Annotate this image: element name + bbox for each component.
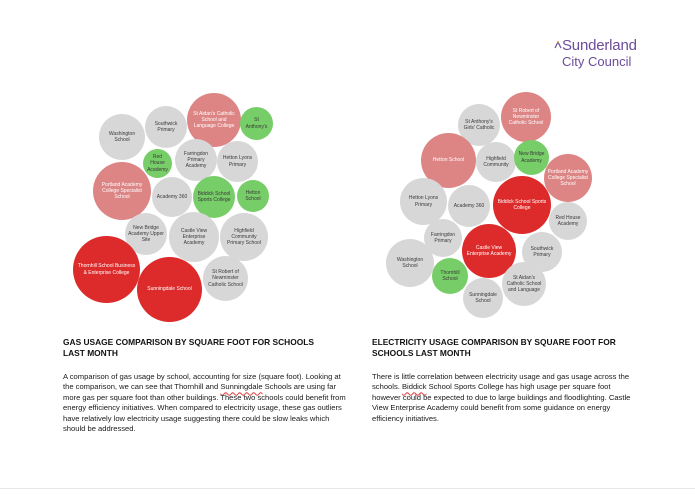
page-bottom-edge bbox=[0, 488, 695, 489]
logo-line2: City Council bbox=[562, 54, 632, 69]
electricity-bubble: Farringdon Primary bbox=[424, 219, 462, 257]
electricity-paragraph: There is little correlation between elec… bbox=[372, 372, 637, 424]
gas-bubble: Biddick School Sports College bbox=[193, 176, 235, 218]
electricity-bubble: Sunningdale School bbox=[463, 278, 503, 318]
gas-bubble: St Anthony's bbox=[240, 107, 273, 140]
logo-line1: Sunderland bbox=[562, 37, 637, 54]
gas-heading: GAS USAGE COMPARISON BY SQUARE FOOT FOR … bbox=[63, 337, 314, 358]
gas-paragraph-part: Schools are using far more gas per squar… bbox=[63, 382, 346, 434]
gas-bubble: Academy 360 bbox=[152, 177, 192, 217]
gas-bubble: Washington School bbox=[99, 114, 145, 160]
electricity-bubble: Biddick School Sports College bbox=[493, 176, 551, 234]
electricity-bubble: New Bridge Academy bbox=[514, 140, 549, 175]
gas-bubble: St Robert of Newminster Catholic School bbox=[203, 256, 248, 301]
gas-bubble: Portland Academy College Specialist Scho… bbox=[93, 162, 151, 220]
council-crest-icon bbox=[554, 40, 562, 49]
council-logo: Sunderland City Council bbox=[554, 37, 672, 69]
electricity-paragraph-spellcheck-word: Biddick bbox=[401, 382, 427, 392]
electricity-bubble: Portland Academy College Specialist Scho… bbox=[544, 154, 592, 202]
electricity-bubble: St Aidan's Catholic School and Language bbox=[502, 262, 546, 306]
electricity-paragraph-part: There is little correlation between elec… bbox=[372, 372, 630, 392]
electricity-bubble: Academy 360 bbox=[448, 185, 490, 227]
gas-bubble: St Aidan's Catholic School and Language … bbox=[187, 93, 241, 147]
gas-bubble: Hetton Lyons Primary bbox=[217, 141, 258, 182]
gas-bubble: Sunningdale School bbox=[137, 257, 202, 322]
electricity-bubble: Washington School bbox=[386, 239, 434, 287]
electricity-bubble: Thornhill School bbox=[432, 258, 468, 294]
gas-bubble: Red House Academy bbox=[143, 149, 172, 178]
gas-paragraph-spellcheck-word: Sunningdale bbox=[220, 382, 263, 392]
electricity-heading: ELECTRICITY USAGE COMPARISON BY SQUARE F… bbox=[372, 337, 616, 358]
gas-paragraph-part: A comparison of gas usage by school, acc… bbox=[63, 372, 341, 392]
gas-bubble: Thornhill School Business & Enterprise C… bbox=[73, 236, 140, 303]
gas-bubble: Castle View Enterprise Academy bbox=[169, 212, 219, 262]
electricity-bubble: Highfield Community bbox=[476, 142, 516, 182]
gas-bubble: Southwick Primary bbox=[145, 106, 187, 148]
gas-paragraph: A comparison of gas usage by school, acc… bbox=[63, 372, 353, 434]
electricity-bubble: Hetton Lyons Primary bbox=[400, 178, 447, 225]
electricity-paragraph-part: School Sports College has high usage per… bbox=[372, 382, 631, 423]
gas-bubble: Highfield Community Primary School bbox=[220, 213, 268, 261]
electricity-bubble: St Robert of Newminster Catholic School bbox=[501, 92, 551, 142]
gas-bubble: Hetton School bbox=[237, 180, 269, 212]
electricity-bubble: Red House Academy bbox=[549, 202, 587, 240]
gas-bubble: Farringdon Primary Academy bbox=[175, 139, 217, 181]
